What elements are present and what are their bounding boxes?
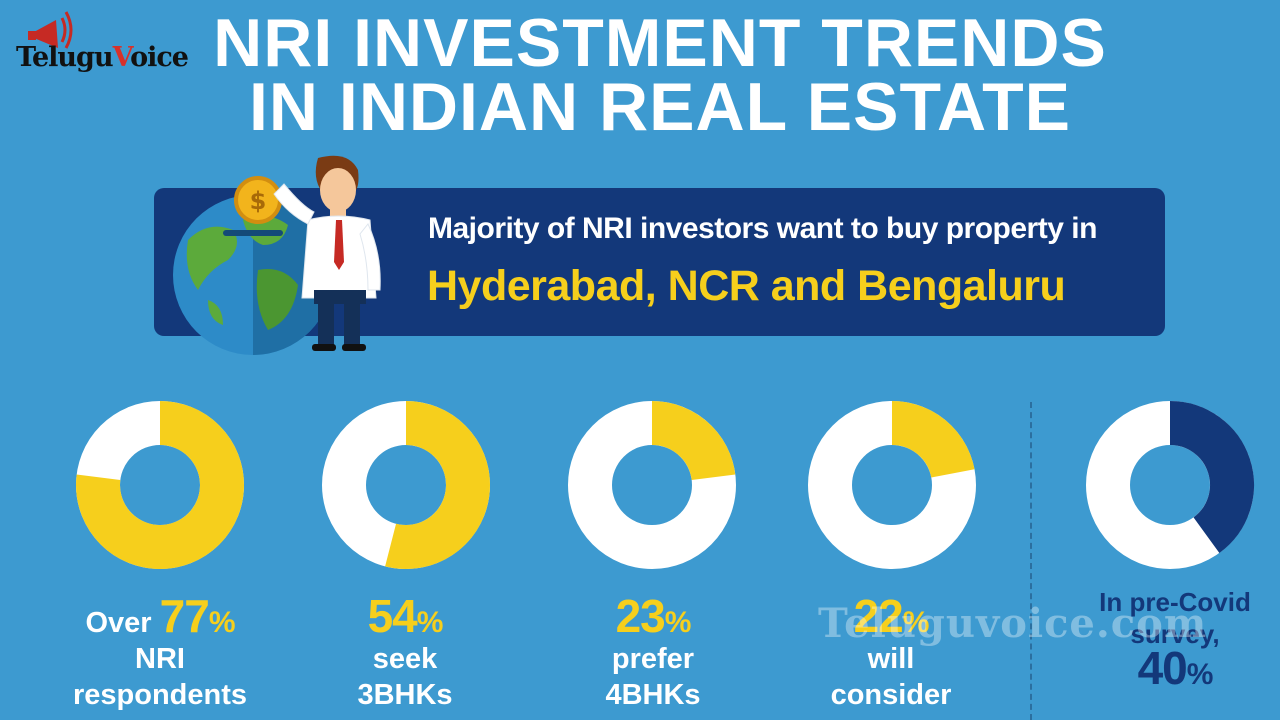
- teluguvoice-logo: TeluguVoice: [4, 4, 189, 84]
- banner-intro-text: Majority of NRI investors want to buy pr…: [428, 212, 1097, 245]
- stat-over-77: Over 77% NRI respondents: [72, 590, 248, 711]
- stat-pre-covid-40: In pre-Covid survey, 40%: [1099, 587, 1251, 694]
- logo-wordmark: TeluguVoice: [16, 42, 189, 73]
- donut-slice-3: [650, 401, 736, 482]
- globe-icon: [173, 195, 333, 355]
- megaphone-icon: [28, 11, 73, 49]
- stat-54: 54% seek 3BHKs: [357, 590, 453, 711]
- section-divider: [1030, 402, 1032, 720]
- banner-cities-text: Hyderabad, NCR and Bengaluru: [427, 262, 1066, 310]
- donut-slice-2: [385, 401, 490, 569]
- businessman-icon: [273, 155, 381, 351]
- stat-22: 22% will consider: [830, 590, 952, 711]
- donut-chart-4: [808, 401, 976, 569]
- donut-chart-2: [322, 401, 490, 569]
- page-title-line-1: NRI INVESTMENT TRENDS: [213, 5, 1107, 81]
- svg-text:$: $: [250, 187, 267, 215]
- stat-23: 23% prefer 4BHKs: [605, 590, 701, 711]
- donut-slice-4: [890, 401, 975, 479]
- donut-chart-1: [76, 401, 244, 569]
- page-title-line-2: IN INDIAN REAL ESTATE: [249, 69, 1071, 145]
- watermark-text: Teluguvoice.com: [818, 600, 1208, 647]
- investor-globe-illustration: $: [173, 155, 381, 355]
- donut-slice-1: [76, 401, 244, 569]
- donut-chart-3: [568, 401, 736, 569]
- donut-slice-5: [1168, 401, 1254, 553]
- donut-chart-5: [1086, 401, 1254, 569]
